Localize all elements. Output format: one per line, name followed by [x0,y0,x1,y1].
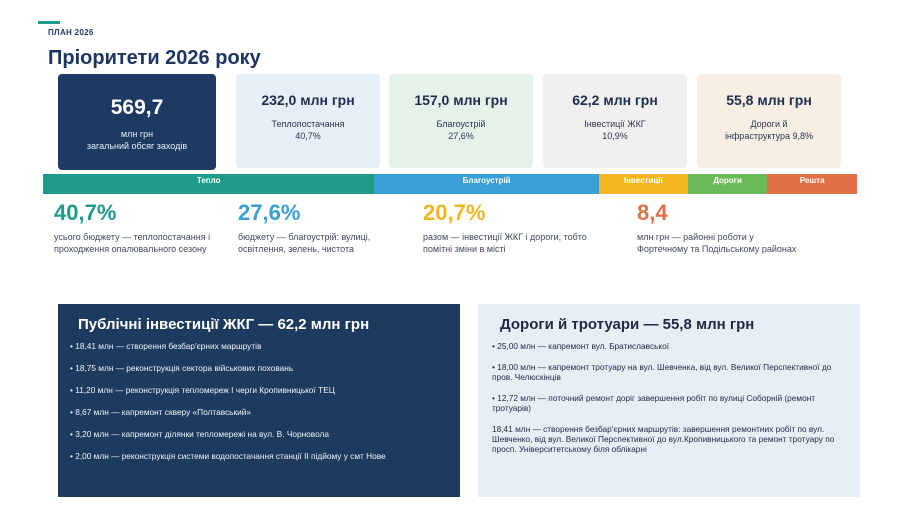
list-item: • 2,00 млн — реконструкція системи водоп… [70,451,386,461]
stat-value: 40,7% [54,200,117,225]
housing-investments-panel: Публічні інвестиції ЖКГ — 62,2 млн грн •… [58,304,460,497]
stat-description: бюджету — благоустрій: вулиці, освітленн… [238,232,371,254]
card-label-line1: млн грн [120,129,154,139]
card-value: 62,2 млн грн [572,92,658,108]
list-item: • 18,00 млн — капремонт тротуару на вул.… [492,362,832,382]
list-item: 18,41 млн — створення безбар'єрних маршр… [492,424,835,454]
card-roads: 55,8 млн грн Дороги й інфраструктура 9,8… [697,74,841,168]
stat-landscaping: 27,6% бюджету — благоустрій: вулиці, осв… [238,200,388,255]
card-landscaping: 157,0 млн грн Благоустрій 27,6% [389,74,533,168]
list-item: • 18,75 млн — реконструкція сектора війс… [70,363,294,373]
stat-investments-roads: 20,7% разом — інвестиції ЖКГ і дороги, т… [423,200,593,255]
card-total-budget: 569,7 млн грн загальний обсяг заходів [58,74,216,170]
roads-panel: Дороги й тротуари — 55,8 млн грн • 25,00… [478,304,860,497]
card-label-line2: 10,9% [602,131,628,141]
list-item: • 3,20 млн — капремонт ділянки тепломере… [70,429,329,439]
stat-district-works: 8,4 млн грн — районні роботи у Фортечном… [637,200,797,255]
list-item: • 12,72 млн — поточний ремонт доріг заве… [492,393,816,413]
budget-share-bar: Тепло Благоустрій Інвестиції Дороги Решта [43,174,857,194]
list-item: • 18,41 млн — створення безбар'єрних мар… [70,341,262,351]
card-heating: 232,0 млн грн Теплопостачання 40,7% [236,74,380,168]
card-value: 55,8 млн грн [726,92,812,108]
card-label-line2: 27,6% [448,131,474,141]
investment-list: • 18,41 млн — створення безбар'єрних мар… [70,341,448,461]
stat-value: 20,7% [423,200,486,225]
card-label: млн грн загальний обсяг заходів [58,128,216,152]
card-value: 232,0 млн грн [261,92,355,108]
card-label-line1: Теплопостачання [271,119,345,129]
stat-value: 8,4 [637,200,668,225]
budget-segment-5: Решта [767,174,857,194]
card-label-line1: Інвестиції ЖКГ [584,119,646,129]
card-label-line1: Дороги й [750,119,788,129]
card-label-line2: інфраструктура 9,8% [724,131,814,141]
card-label-line2: 40,7% [295,131,321,141]
card-value: 157,0 млн грн [414,92,508,108]
stat-description: усього бюджету — теплопостачання і прохо… [54,232,211,254]
accent-line [38,21,60,24]
list-item: • 25,00 млн — капремонт вул. Братиславсь… [492,341,670,351]
card-label: Теплопостачання 40,7% [236,118,380,142]
budget-segment-3: Інвестиції [598,174,688,194]
card-label-line1: Благоустрій [436,119,486,129]
budget-segment-2: Благоустрій [374,174,599,194]
stat-description: разом — інвестиції ЖКГ і дороги, тобто п… [423,232,587,254]
stat-description: млн грн — районні роботи у Фортечному та… [637,232,797,254]
plan-label: ПЛАН 2026 [48,28,94,37]
panel-title: Дороги й тротуари — 55,8 млн грн [500,316,755,333]
card-value: 569,7 [110,96,164,119]
list-item: • 8,67 млн — капремонт скверу «Полтавськ… [70,407,252,417]
budget-segment-1: Тепло [43,174,375,194]
panel-title: Публічні інвестиції ЖКГ — 62,2 млн грн [78,316,370,333]
page-title: Пріоритети 2026 року [48,47,261,69]
budget-segment-4: Дороги [687,174,768,194]
card-label: Дороги й інфраструктура 9,8% [697,118,841,142]
card-label-line2: загальний обсяг заходів [86,141,188,151]
card-label: Інвестиції ЖКГ 10,9% [543,118,687,142]
list-item: • 11,20 млн — реконструкція тепломереж І… [70,385,335,395]
stat-value: 27,6% [238,200,301,225]
stat-heating: 40,7% усього бюджету — теплопостачання і… [54,200,214,255]
card-label: Благоустрій 27,6% [389,118,533,142]
card-housing-investments: 62,2 млн грн Інвестиції ЖКГ 10,9% [543,74,687,168]
